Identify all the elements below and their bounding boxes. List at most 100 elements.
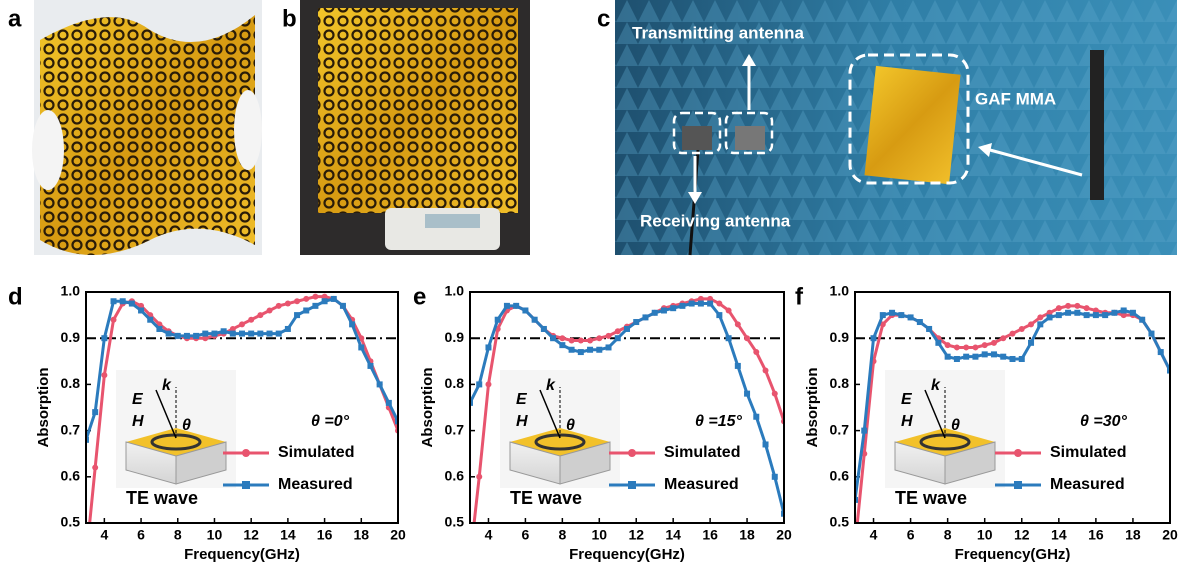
data-point bbox=[661, 307, 667, 313]
data-point bbox=[744, 391, 750, 397]
data-point bbox=[1065, 310, 1071, 316]
page: abcTransmitting antennaReceiving antenna… bbox=[0, 0, 1192, 577]
data-point bbox=[1139, 317, 1145, 323]
data-point bbox=[550, 335, 556, 341]
y-tick-label: 0.5 bbox=[61, 514, 81, 530]
data-point bbox=[92, 409, 98, 415]
data-point bbox=[596, 347, 602, 353]
x-tick-label: 10 bbox=[207, 527, 223, 543]
data-point bbox=[972, 344, 978, 350]
x-tick-label: 4 bbox=[485, 527, 493, 543]
inset-label: E bbox=[516, 391, 528, 408]
x-tick-label: 18 bbox=[739, 527, 755, 543]
data-point bbox=[303, 307, 309, 313]
data-point bbox=[248, 331, 254, 337]
inset-label: H bbox=[132, 413, 144, 430]
data-point bbox=[340, 303, 346, 309]
data-point bbox=[908, 314, 914, 320]
data-point bbox=[587, 338, 593, 344]
y-tick-label: 0.7 bbox=[830, 421, 850, 437]
data-point bbox=[541, 326, 547, 332]
data-point bbox=[587, 347, 593, 353]
inset-label: θ bbox=[182, 417, 191, 434]
data-point bbox=[476, 474, 482, 480]
x-tick-label: 6 bbox=[137, 527, 145, 543]
annotation: θ =30° bbox=[1080, 413, 1128, 430]
x-tick-label: 8 bbox=[944, 527, 952, 543]
data-point bbox=[111, 298, 117, 304]
data-point bbox=[606, 344, 612, 350]
panel-label: e bbox=[413, 283, 426, 310]
data-point bbox=[716, 312, 722, 318]
data-point bbox=[698, 301, 704, 307]
x-tick-label: 4 bbox=[870, 527, 878, 543]
data-point bbox=[166, 331, 172, 337]
data-point bbox=[267, 331, 273, 337]
x-tick-label: 20 bbox=[776, 527, 792, 543]
data-point bbox=[871, 335, 877, 341]
panel-label: c bbox=[597, 5, 610, 32]
data-point bbox=[1074, 303, 1080, 309]
legend-marker bbox=[1014, 481, 1022, 489]
data-point bbox=[917, 319, 923, 325]
x-tick-label: 14 bbox=[280, 527, 296, 543]
data-point bbox=[504, 303, 510, 309]
data-point bbox=[276, 303, 282, 309]
data-point bbox=[1037, 321, 1043, 327]
legend-marker bbox=[242, 481, 250, 489]
x-tick-label: 12 bbox=[243, 527, 259, 543]
data-point bbox=[285, 326, 291, 332]
inset-label: E bbox=[132, 391, 144, 408]
data-point bbox=[230, 331, 236, 337]
x-tick-label: 10 bbox=[977, 527, 993, 543]
data-point bbox=[945, 342, 951, 348]
x-axis-title: Frequency(GHz) bbox=[569, 546, 685, 563]
data-point bbox=[1148, 331, 1154, 337]
data-point bbox=[726, 335, 732, 341]
data-point bbox=[707, 301, 713, 307]
y-tick-label: 0.8 bbox=[830, 375, 850, 391]
data-point bbox=[1028, 321, 1034, 327]
data-point bbox=[513, 303, 519, 309]
data-point bbox=[670, 305, 676, 311]
annotation: θ =0° bbox=[311, 413, 350, 430]
y-tick-label: 0.7 bbox=[61, 421, 81, 437]
data-point bbox=[1000, 354, 1006, 360]
data-point bbox=[377, 381, 383, 387]
data-point bbox=[596, 335, 602, 341]
x-tick-label: 18 bbox=[1125, 527, 1141, 543]
data-point bbox=[633, 319, 639, 325]
y-tick-label: 0.6 bbox=[445, 468, 465, 484]
data-point bbox=[175, 333, 181, 339]
data-point bbox=[772, 474, 778, 480]
data-point bbox=[1028, 340, 1034, 346]
y-tick-label: 0.8 bbox=[445, 375, 465, 391]
x-tick-label: 16 bbox=[1088, 527, 1104, 543]
panel-label: f bbox=[795, 283, 804, 310]
legend-label: Simulated bbox=[664, 444, 740, 461]
data-point bbox=[1102, 312, 1108, 318]
data-point bbox=[569, 347, 575, 353]
annotation: TE wave bbox=[895, 488, 967, 508]
data-point bbox=[495, 317, 501, 323]
data-point bbox=[1000, 335, 1006, 341]
photo-a bbox=[32, 0, 262, 255]
legend-label: Measured bbox=[1050, 476, 1125, 493]
data-point bbox=[522, 307, 528, 313]
y-tick-label: 0.6 bbox=[61, 468, 81, 484]
data-point bbox=[926, 326, 932, 332]
data-point bbox=[367, 363, 373, 369]
chart: fEkHθTE waveθ =30°0.50.60.70.80.91.04681… bbox=[795, 283, 1178, 563]
data-point bbox=[935, 340, 941, 346]
data-point bbox=[1121, 307, 1127, 313]
legend-label: Measured bbox=[664, 476, 739, 493]
data-point bbox=[476, 381, 482, 387]
data-point bbox=[147, 317, 153, 323]
x-tick-label: 18 bbox=[354, 527, 370, 543]
data-point bbox=[312, 303, 318, 309]
data-point bbox=[972, 354, 978, 360]
data-point bbox=[1037, 314, 1043, 320]
x-tick-label: 14 bbox=[665, 527, 681, 543]
data-point bbox=[624, 326, 630, 332]
data-point bbox=[331, 296, 337, 302]
